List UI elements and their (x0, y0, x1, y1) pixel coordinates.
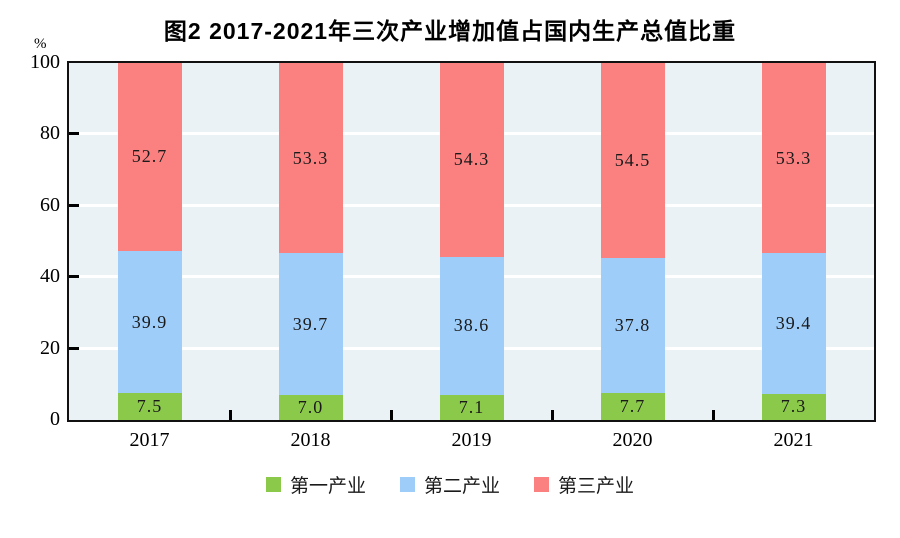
y-axis-tick (69, 132, 79, 136)
bar-value-label: 7.0 (297, 397, 324, 417)
bar-2019: 7.1 38.6 54.3 (439, 63, 504, 420)
legend-label: 第二产业 (423, 476, 500, 497)
bar-value-label: 7.5 (136, 396, 163, 417)
bar-segment: 53.3 (761, 63, 826, 254)
bar-2017: 7.5 39.9 52.7 (117, 63, 182, 420)
x-tick-label: 2019 (451, 429, 492, 451)
bar-segment: 39.7 (278, 253, 343, 396)
x-tick-label: 2017 (129, 429, 170, 451)
bar-value-label: 53.3 (292, 147, 329, 168)
bar-value-label: 7.7 (619, 395, 646, 416)
legend-swatch-icon (265, 477, 281, 492)
bar-segment: 53.3 (278, 63, 343, 254)
bar-segment: 39.9 (117, 250, 182, 394)
legend-swatch-icon (399, 477, 415, 492)
bar-2021: 7.3 39.4 53.3 (761, 63, 826, 420)
legend: 第一产业 第二产业 第三产业 (0, 471, 900, 498)
bar-2018: 7.0 39.7 53.3 (278, 63, 343, 420)
bar-value-label: 39.7 (292, 313, 329, 334)
bar-2020: 7.7 37.8 54.5 (600, 63, 665, 420)
bar-value-label: 7.3 (780, 396, 807, 417)
y-tick-label: 0 (50, 408, 60, 430)
bar-segment: 7.1 (439, 394, 504, 420)
y-axis-tick (69, 275, 79, 279)
y-axis-tick (69, 203, 79, 207)
x-axis-tick (711, 410, 715, 420)
bar-value-label: 37.8 (614, 314, 651, 335)
y-tick-label: 100 (30, 51, 60, 73)
legend-item: 第二产业 (399, 471, 500, 498)
bar-segment: 38.6 (439, 256, 504, 395)
chart-title: 图2 2017-2021年三次产业增加值占国内生产总值比重 (163, 18, 737, 44)
bar-segment: 37.8 (600, 257, 665, 393)
bar-segment: 54.3 (439, 63, 504, 257)
y-axis-tick (69, 346, 79, 350)
bar-value-label: 38.6 (453, 315, 490, 336)
x-axis-tick (550, 410, 554, 420)
bar-value-label: 52.7 (131, 146, 168, 167)
bar-segment: 7.7 (600, 392, 665, 420)
bar-value-label: 39.4 (775, 313, 812, 334)
legend-item: 第三产业 (534, 471, 634, 498)
bar-segment: 7.3 (761, 393, 826, 420)
y-tick-label: 80 (40, 122, 60, 145)
bar-value-label: 54.3 (453, 149, 490, 170)
x-tick-label: 2021 (773, 429, 814, 451)
bar-segment: 39.4 (761, 253, 826, 394)
bar-segment: 7.0 (278, 395, 343, 420)
x-tick-label: 2020 (612, 429, 653, 451)
bar-segment: 52.7 (117, 63, 182, 251)
plot-area: 7.5 39.9 52.7 7.0 39.7 53.3 7.1 38.6 54.3 7.7 37.8… (67, 61, 876, 422)
legend-label: 第一产业 (289, 476, 366, 497)
y-tick-label: 40 (40, 265, 60, 288)
bar-segment: 7.5 (117, 393, 182, 420)
y-tick-label: 60 (40, 193, 60, 216)
legend-item: 第一产业 (265, 471, 366, 498)
x-tick-label: 2018 (290, 429, 331, 451)
bar-segment: 54.5 (600, 63, 665, 258)
x-axis-tick (389, 410, 393, 420)
bar-value-label: 53.3 (775, 147, 812, 168)
y-axis-unit-label: % (34, 36, 47, 52)
bar-value-label: 39.9 (131, 311, 168, 332)
bar-value-label: 7.1 (458, 396, 485, 417)
legend-swatch-icon (534, 477, 549, 492)
bar-value-label: 54.5 (614, 149, 651, 170)
x-axis-tick (228, 410, 232, 420)
y-tick-label: 20 (40, 336, 60, 359)
legend-label: 第三产业 (558, 476, 635, 497)
